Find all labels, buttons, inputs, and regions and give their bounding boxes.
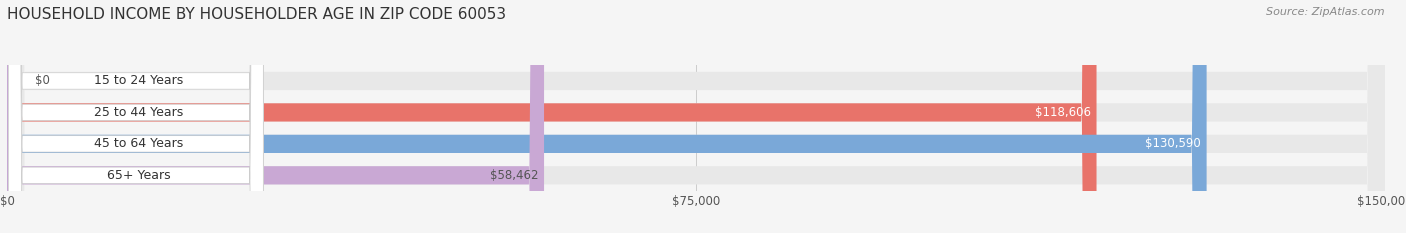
Text: HOUSEHOLD INCOME BY HOUSEHOLDER AGE IN ZIP CODE 60053: HOUSEHOLD INCOME BY HOUSEHOLDER AGE IN Z… [7,7,506,22]
FancyBboxPatch shape [7,0,544,233]
FancyBboxPatch shape [8,0,263,233]
FancyBboxPatch shape [7,0,1385,233]
FancyBboxPatch shape [7,0,1097,233]
FancyBboxPatch shape [8,0,263,233]
Text: 45 to 64 Years: 45 to 64 Years [94,137,183,150]
Text: 25 to 44 Years: 25 to 44 Years [94,106,183,119]
FancyBboxPatch shape [7,0,1385,233]
Text: $0: $0 [35,75,49,87]
Text: 15 to 24 Years: 15 to 24 Years [94,75,183,87]
FancyBboxPatch shape [7,0,1385,233]
FancyBboxPatch shape [7,0,1385,233]
FancyBboxPatch shape [7,0,1206,233]
FancyBboxPatch shape [8,0,263,233]
Text: Source: ZipAtlas.com: Source: ZipAtlas.com [1267,7,1385,17]
FancyBboxPatch shape [8,0,263,233]
Text: 65+ Years: 65+ Years [107,169,170,182]
FancyBboxPatch shape [7,0,18,233]
Text: $130,590: $130,590 [1146,137,1201,150]
Text: $118,606: $118,606 [1035,106,1091,119]
Text: $58,462: $58,462 [491,169,538,182]
